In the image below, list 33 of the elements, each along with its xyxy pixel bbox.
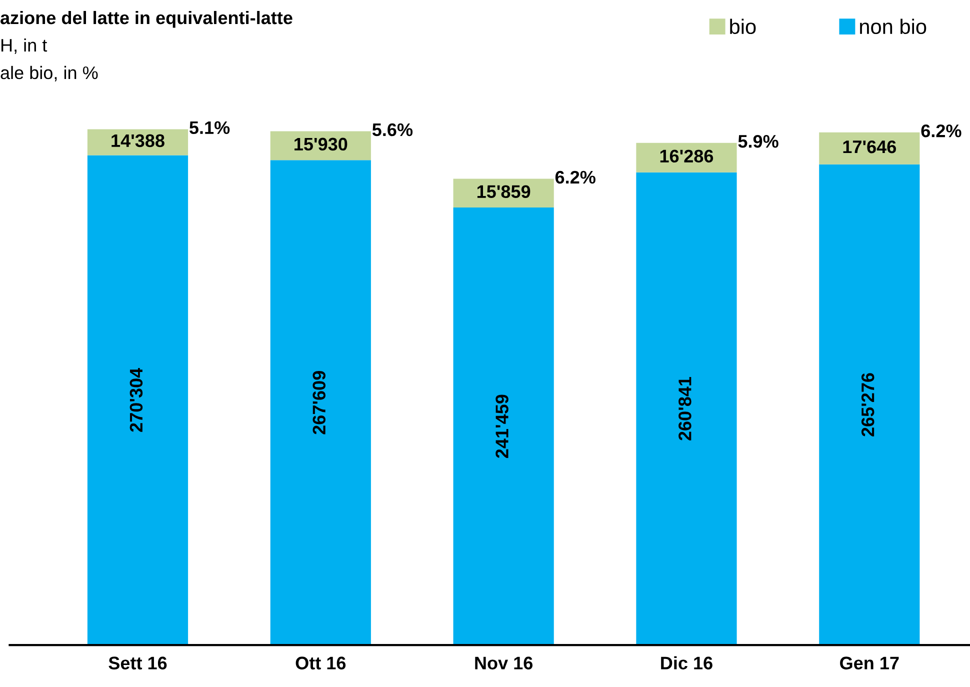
x-tick-label: Gen 17 bbox=[840, 656, 899, 670]
data-label: 265'276 bbox=[861, 373, 874, 436]
data-label: 15'930 bbox=[294, 138, 348, 151]
data-label: 16'286 bbox=[660, 150, 714, 163]
bar bbox=[87, 155, 188, 646]
bar bbox=[819, 164, 920, 646]
bar bbox=[87, 129, 188, 156]
data-label: 241'459 bbox=[496, 394, 508, 458]
chart-subtitle: H, in t bbox=[1, 38, 48, 54]
data-label: 15'859 bbox=[477, 185, 530, 198]
x-tick-label: Ott 16 bbox=[296, 656, 346, 670]
text: ale bio, in % bbox=[0, 66, 98, 82]
x-tick-label: Nov 16 bbox=[475, 656, 533, 670]
chart-title: azione del latte in equivalenti-latte bbox=[0, 10, 292, 28]
data-label: 267'609 bbox=[312, 371, 326, 434]
data-label: 17'646 bbox=[843, 140, 896, 154]
legend-label: non bio bbox=[860, 18, 926, 34]
x-tick-label: Dic 16 bbox=[661, 656, 712, 670]
annotation: 6.2% bbox=[555, 170, 596, 184]
annotation: 5.1% bbox=[190, 121, 230, 134]
annotation: 5.9% bbox=[738, 134, 778, 148]
annotation: 6.2% bbox=[921, 124, 962, 138]
bar bbox=[270, 160, 371, 646]
annotation: 5.6% bbox=[372, 123, 413, 136]
data-label: 14'388 bbox=[112, 134, 164, 148]
data-label: 260'841 bbox=[678, 376, 692, 440]
bar bbox=[636, 142, 737, 172]
bar bbox=[819, 132, 920, 164]
legend-label: bio bbox=[730, 18, 756, 34]
data-label: 270'304 bbox=[130, 368, 143, 432]
x-tick-label: Sett 16 bbox=[108, 656, 167, 670]
bar bbox=[636, 172, 737, 646]
bar bbox=[453, 208, 554, 646]
